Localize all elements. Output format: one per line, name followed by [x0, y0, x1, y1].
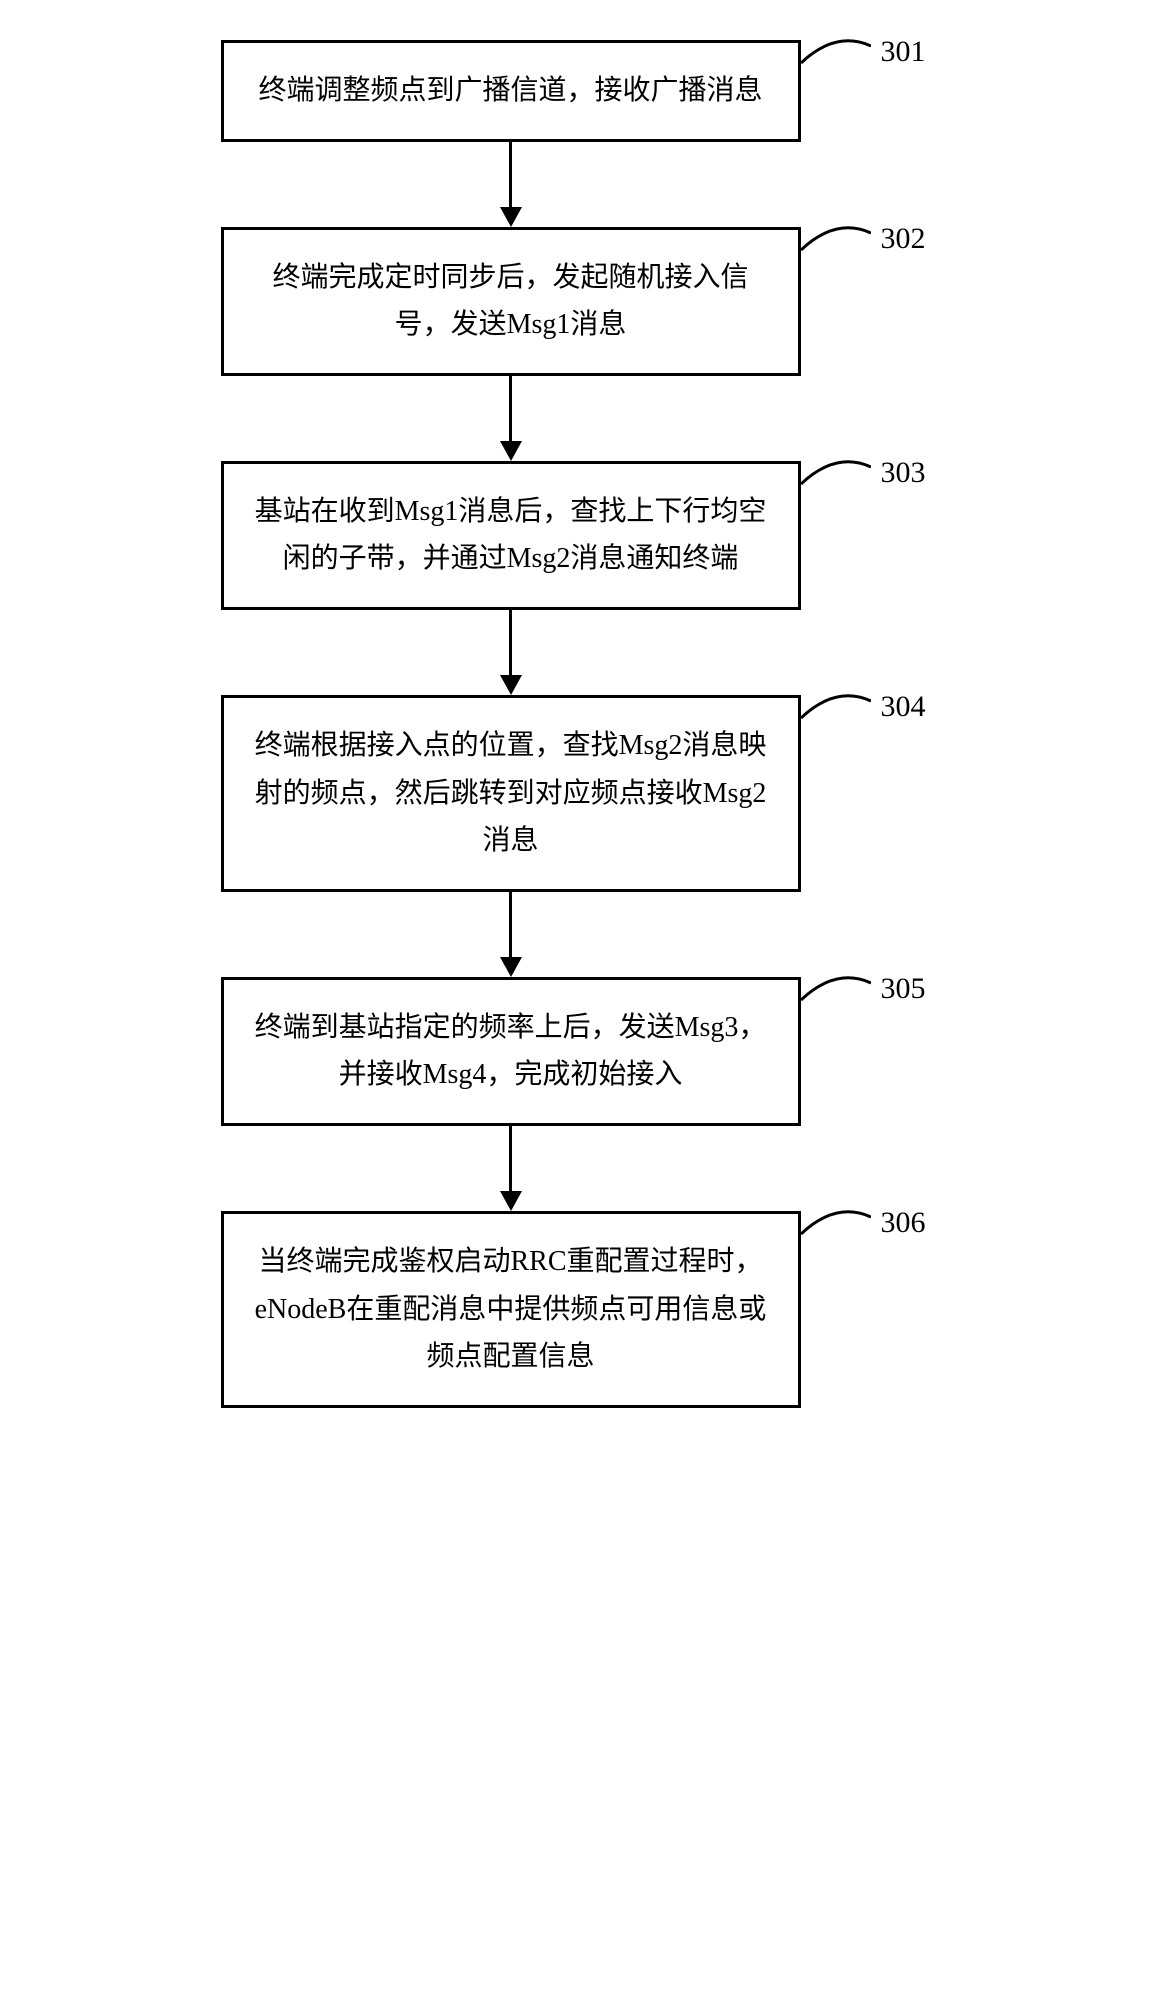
step-text: 当终端完成鉴权启动RRC重配置过程时，eNodeB在重配消息中提供频点可用信息或…	[254, 1238, 768, 1381]
arrow-head	[500, 207, 522, 227]
step-label: 302	[881, 222, 941, 256]
flowchart-container: 终端调整频点到广播信道，接收广播消息 301 终端完成定时同步后，发起随机接入信…	[181, 40, 981, 1408]
arrow-container	[221, 376, 801, 461]
arrow-line	[509, 610, 512, 675]
step-box-301: 终端调整频点到广播信道，接收广播消息	[221, 40, 801, 142]
step-text: 终端到基站指定的频率上后，发送Msg3，并接收Msg4，完成初始接入	[254, 1004, 768, 1099]
arrow-head	[500, 441, 522, 461]
step-label: 305	[881, 972, 941, 1006]
step-label: 301	[881, 35, 941, 69]
step-box-302: 终端完成定时同步后，发起随机接入信号，发送Msg1消息	[221, 227, 801, 376]
arrow-container	[221, 142, 801, 227]
step-row-6: 当终端完成鉴权启动RRC重配置过程时，eNodeB在重配消息中提供频点可用信息或…	[181, 1211, 981, 1408]
step-box-305: 终端到基站指定的频率上后，发送Msg3，并接收Msg4，完成初始接入	[221, 977, 801, 1126]
arrow-head	[500, 675, 522, 695]
arrow-icon	[500, 610, 522, 695]
arrow-container	[221, 610, 801, 695]
step-box-303: 基站在收到Msg1消息后，查找上下行均空闲的子带，并通过Msg2消息通知终端	[221, 461, 801, 610]
step-text: 终端根据接入点的位置，查找Msg2消息映射的频点，然后跳转到对应频点接收Msg2…	[254, 722, 768, 865]
step-label: 303	[881, 456, 941, 490]
arrow-head	[500, 957, 522, 977]
step-text: 基站在收到Msg1消息后，查找上下行均空闲的子带，并通过Msg2消息通知终端	[254, 488, 768, 583]
arrow-icon	[500, 142, 522, 227]
step-row-3: 基站在收到Msg1消息后，查找上下行均空闲的子带，并通过Msg2消息通知终端 3…	[181, 461, 981, 610]
arrow-head	[500, 1191, 522, 1211]
arrow-icon	[500, 376, 522, 461]
arrow-line	[509, 892, 512, 957]
step-row-1: 终端调整频点到广播信道，接收广播消息 301	[181, 40, 981, 142]
step-row-5: 终端到基站指定的频率上后，发送Msg3，并接收Msg4，完成初始接入 305	[181, 977, 981, 1126]
step-box-306: 当终端完成鉴权启动RRC重配置过程时，eNodeB在重配消息中提供频点可用信息或…	[221, 1211, 801, 1408]
step-text: 终端调整频点到广播信道，接收广播消息	[258, 67, 762, 115]
arrow-container	[221, 1126, 801, 1211]
step-label: 304	[881, 690, 941, 724]
step-label: 306	[881, 1206, 941, 1240]
arrow-icon	[500, 1126, 522, 1211]
step-box-304: 终端根据接入点的位置，查找Msg2消息映射的频点，然后跳转到对应频点接收Msg2…	[221, 695, 801, 892]
arrow-line	[509, 376, 512, 441]
step-row-4: 终端根据接入点的位置，查找Msg2消息映射的频点，然后跳转到对应频点接收Msg2…	[181, 695, 981, 892]
step-text: 终端完成定时同步后，发起随机接入信号，发送Msg1消息	[254, 254, 768, 349]
arrow-line	[509, 1126, 512, 1191]
arrow-line	[509, 142, 512, 207]
step-row-2: 终端完成定时同步后，发起随机接入信号，发送Msg1消息 302	[181, 227, 981, 376]
arrow-icon	[500, 892, 522, 977]
arrow-container	[221, 892, 801, 977]
